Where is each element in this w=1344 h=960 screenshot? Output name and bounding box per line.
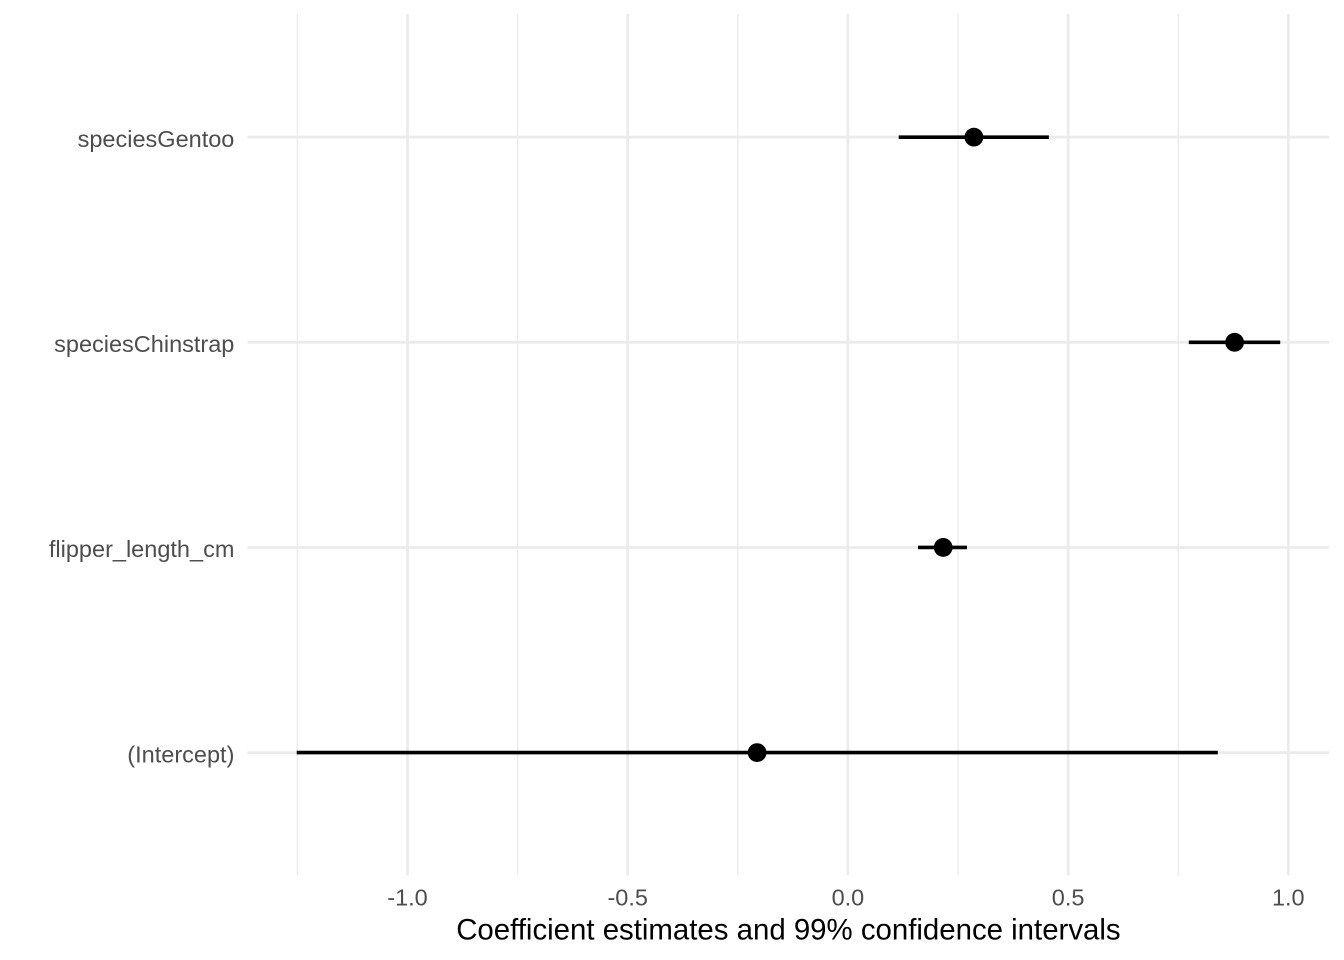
svg-text:1.0: 1.0 — [1272, 885, 1305, 911]
svg-text:-1.0: -1.0 — [387, 885, 428, 911]
svg-text:0.0: 0.0 — [832, 885, 865, 911]
svg-text:-0.5: -0.5 — [607, 885, 648, 911]
svg-text:speciesGentoo: speciesGentoo — [78, 126, 235, 152]
svg-text:(Intercept): (Intercept) — [127, 741, 234, 767]
svg-text:0.5: 0.5 — [1052, 885, 1085, 911]
svg-text:Coefficient estimates and 99%: Coefficient estimates and 99% confidence… — [456, 914, 1120, 947]
svg-text:flipper_length_cm: flipper_length_cm — [49, 536, 235, 562]
svg-text:speciesChinstrap: speciesChinstrap — [54, 331, 234, 357]
